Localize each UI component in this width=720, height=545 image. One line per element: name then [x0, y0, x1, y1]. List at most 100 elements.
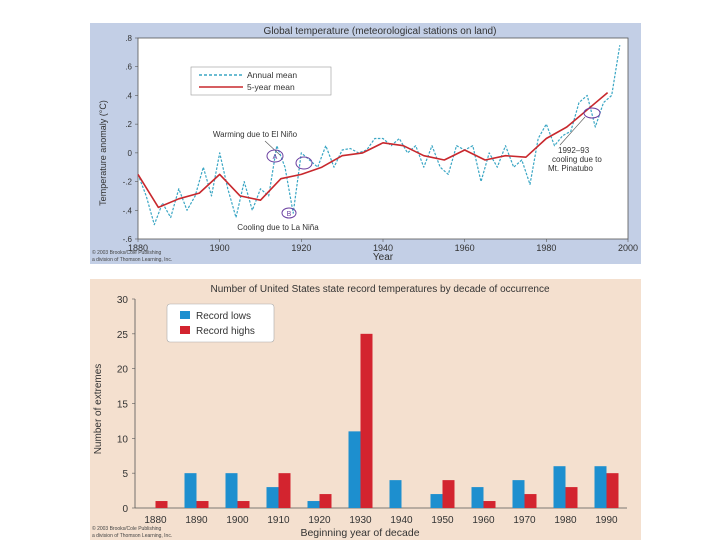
record-high-bar	[196, 501, 209, 508]
legend-lows-label: Record lows	[196, 311, 251, 322]
record-low-bar	[389, 480, 402, 508]
records-x-tick-label: 1940	[390, 515, 413, 526]
records-y-tick-label: 25	[117, 330, 129, 341]
records-x-ticks: 1880 1890 1900 1910 1920 1930 1940 1950 1960 1970…	[144, 515, 618, 526]
records-bars	[155, 333, 619, 508]
records-x-tick-label: 1910	[267, 515, 290, 526]
record-high-bar	[565, 487, 578, 508]
record-low-bar	[553, 466, 566, 508]
records-x-tick-label: 1990	[595, 515, 618, 526]
global-x-tick-label: 1980	[536, 243, 556, 253]
annotation-warming-leader	[264, 140, 281, 156]
global-y-tick-label: -.6	[123, 235, 133, 244]
record-high-bar	[319, 494, 332, 508]
records-x-tick-label: 1900	[226, 515, 249, 526]
global-x-tick-label: 2000	[618, 243, 638, 253]
records-y-tick-label: 15	[117, 400, 129, 411]
record-high-bar	[360, 333, 373, 508]
global-credit-line1: © 2003 Brooks/Cole Publishing	[92, 249, 161, 256]
global-y-axis-label: Temperature anomaly (°C)	[98, 100, 108, 206]
marker-circle-lanina	[281, 207, 297, 219]
five-year-mean-line	[137, 91, 609, 209]
global-legend: Annual mean 5-year mean	[190, 66, 332, 96]
records-x-tick-label: 1980	[554, 515, 577, 526]
records-x-tick-label: 1970	[513, 515, 536, 526]
record-high-bar	[155, 501, 168, 508]
record-low-bar	[348, 431, 361, 508]
global-legend-box	[190, 66, 332, 96]
marker-b-label: B	[287, 211, 292, 218]
records-y-tick-label: 0	[122, 504, 128, 515]
global-x-tick-label: 1900	[210, 243, 230, 253]
legend-fiveyear-label: 5-year mean	[247, 82, 295, 92]
record-low-bar	[184, 473, 197, 508]
record-temperatures-panel: Number of United States state record tem…	[90, 279, 641, 540]
annotation-pinatubo-leader	[559, 116, 586, 146]
legend-highs-swatch	[180, 326, 190, 334]
global-x-tick-label: 1960	[455, 243, 475, 253]
annotation-pinatubo-line3: Mt. Pinatubo	[548, 164, 593, 173]
records-credit-line1: © 2003 Brooks/Cole Publishing	[92, 525, 161, 532]
global-x-tick-label: 1940	[373, 243, 393, 253]
record-high-bar	[442, 480, 455, 508]
record-low-bar	[225, 473, 238, 508]
global-x-ticks: 1880 1900 1920 1940 1960 1980 2000	[128, 239, 638, 253]
global-y-tick-label: .4	[125, 91, 132, 100]
global-temperature-panel: Global temperature (meteorological stati…	[90, 23, 641, 264]
records-y-tick-label: 5	[122, 469, 128, 480]
legend-highs-label: Record highs	[196, 326, 255, 337]
global-y-tick-label: .6	[125, 63, 132, 72]
global-annotations: Warming due to El Niño A B Cooling due t…	[213, 107, 602, 232]
marker-circle-a	[266, 149, 284, 163]
records-y-axis-label: Number of extremes	[93, 364, 104, 455]
marker-a-label: A	[273, 154, 278, 161]
record-high-bar	[483, 501, 496, 508]
records-y-tick-label: 20	[117, 365, 129, 376]
global-y-tick-label: -.4	[123, 206, 133, 215]
record-low-bar	[430, 494, 443, 508]
global-temperature-chart: Global temperature (meteorological stati…	[92, 26, 638, 263]
global-x-tick-label: 1880	[128, 243, 148, 253]
records-x-tick-label: 1950	[431, 515, 454, 526]
records-x-tick-label: 1880	[144, 515, 167, 526]
records-y-ticks: 0 5 10 15 20 25 30	[117, 295, 135, 515]
record-high-bar	[524, 494, 537, 508]
records-x-tick-label: 1920	[308, 515, 331, 526]
record-low-bar	[471, 487, 484, 508]
records-y-tick-label: 30	[117, 295, 129, 306]
global-chart-title: Global temperature (meteorological stati…	[264, 26, 497, 37]
records-x-tick-label: 1890	[185, 515, 208, 526]
annual-mean-line	[137, 45, 621, 226]
annotation-warming: Warming due to El Niño	[213, 130, 298, 139]
records-chart-title: Number of United States state record tem…	[210, 284, 550, 295]
record-high-bar	[606, 473, 619, 508]
global-y-tick-label: .8	[125, 34, 132, 43]
marker-circle-pinatubo	[583, 107, 601, 119]
legend-annual-label: Annual mean	[247, 70, 297, 80]
record-high-bar	[237, 501, 250, 508]
records-y-tick-label: 10	[117, 434, 129, 445]
global-series	[137, 45, 621, 226]
record-low-bar	[266, 487, 279, 508]
global-x-tick-label: 1920	[291, 243, 311, 253]
records-credit-line2: a division of Thomson Learning, Inc.	[92, 533, 172, 539]
record-high-bar	[278, 473, 291, 508]
record-temperatures-chart: Number of United States state record tem…	[92, 284, 627, 539]
records-x-tick-label: 1960	[472, 515, 495, 526]
global-x-axis-label: Year	[373, 252, 394, 263]
global-y-tick-label: .2	[125, 120, 132, 129]
record-low-bar	[307, 501, 320, 508]
global-y-ticks: .8 .6 .4 .2 0 -.2 -.4 -.6	[123, 34, 138, 244]
records-legend-box	[166, 303, 275, 343]
record-low-bar	[512, 480, 525, 508]
annotation-cooling: Cooling due to La Niña	[237, 223, 319, 232]
records-x-axis-label: Beginning year of decade	[300, 527, 419, 539]
records-x-tick-label: 1930	[349, 515, 372, 526]
marker-circle-b	[295, 156, 313, 170]
annotation-pinatubo-line2: cooling due to	[552, 155, 602, 164]
legend-lows-swatch	[180, 311, 190, 319]
records-legend: Record lows Record highs	[166, 303, 275, 343]
global-y-tick-label: -.2	[123, 178, 133, 187]
global-y-tick-label: 0	[128, 149, 133, 158]
record-low-bar	[594, 466, 607, 508]
